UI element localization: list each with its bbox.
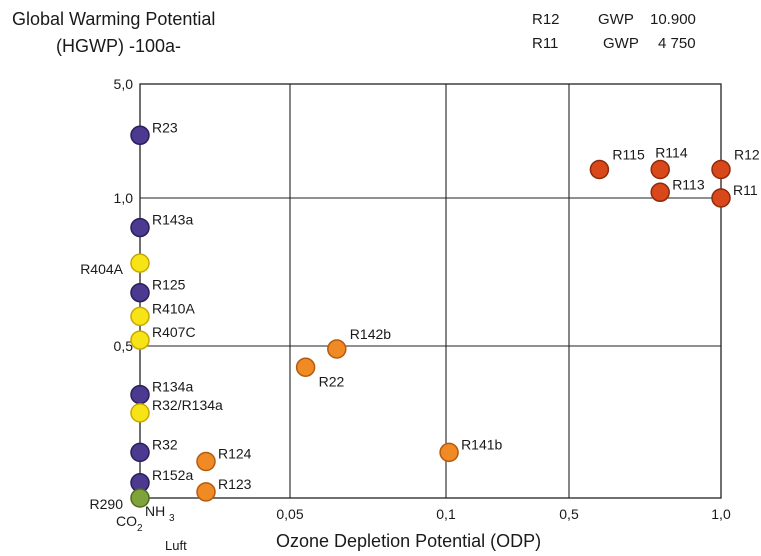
point-label-r123: R123 (218, 476, 252, 492)
point-r134a (130, 384, 150, 405)
point-r32 (130, 442, 150, 463)
ref-value-r11: 4 750 (658, 35, 696, 52)
label-nh3: NH (145, 503, 165, 519)
point-r142b (327, 339, 347, 359)
point-label-r141b: R141b (461, 436, 502, 452)
point-label-r22: R22 (319, 373, 345, 389)
point-r115 (589, 159, 610, 180)
label-nh3-subscript: 3 (169, 513, 175, 524)
point-r407c (130, 330, 150, 350)
x-tick-label-2: 0,05 (276, 506, 303, 522)
point-label-r134a: R134a (152, 379, 193, 395)
chart-subtitle: (HGWP) -100a- (56, 36, 182, 56)
point-r22 (295, 357, 316, 378)
point-r11 (711, 188, 731, 208)
point-r125 (130, 282, 150, 303)
point-label-r143a: R143a (152, 212, 193, 228)
point-r143a (130, 217, 150, 238)
ref-value-r12: 10.900 (650, 11, 696, 28)
ref-name-r11: R11 (532, 35, 559, 52)
point-r114 (650, 159, 670, 180)
point-label-r23: R23 (152, 119, 178, 135)
point-r410a (130, 306, 150, 327)
label-co2-subscript: 2 (137, 523, 143, 534)
point-r404a (130, 253, 150, 273)
point-label-r142b: R142b (350, 326, 391, 342)
point-r113 (650, 182, 670, 203)
x-tick-label-4: 0,5 (559, 506, 579, 522)
point-label-r113: R113 (672, 176, 705, 192)
point-label-r290: R290 (90, 496, 124, 512)
point-label-r152a: R152a (152, 467, 193, 483)
point-label-r12: R12 (734, 147, 760, 163)
y-tick-label-3: 0,5 (114, 338, 134, 354)
x-axis-label: Ozone Depletion Potential (ODP) (276, 531, 542, 551)
point-label-r124: R124 (218, 446, 252, 462)
point-r290 (130, 488, 150, 508)
x-tick-label-3: 0,1 (436, 506, 456, 522)
point-label-r407c: R407C (152, 324, 196, 340)
point-label-r125: R125 (152, 277, 186, 293)
y-tick-label-1: 5,0 (114, 76, 134, 92)
chart-title: Global Warming Potential (12, 9, 216, 29)
label-co2: CO (116, 513, 137, 529)
point-r12 (711, 159, 731, 180)
y-tick-label-2: 1,0 (114, 190, 134, 206)
point-label-r115: R115 (612, 147, 645, 163)
point-r124 (196, 451, 216, 472)
point-r141b (439, 442, 459, 463)
point-label-r11: R11 (733, 182, 758, 198)
label-luft: Luft (165, 538, 187, 553)
point-label-r114: R114 (655, 145, 688, 161)
point-label-r32-r134a: R32/R134a (152, 397, 223, 413)
point-label-r404a: R404A (80, 261, 123, 277)
point-label-r410a: R410A (152, 300, 195, 316)
point-label-r32: R32 (152, 436, 178, 452)
point-r23 (130, 125, 150, 146)
ref-label-r12: GWP (598, 11, 634, 28)
point-r123 (196, 482, 216, 502)
ref-label-r11: GWP (603, 35, 639, 52)
x-tick-label-5: 1,0 (711, 506, 731, 522)
ref-name-r12: R12 (532, 11, 560, 28)
point-r32-r134a (130, 403, 150, 423)
